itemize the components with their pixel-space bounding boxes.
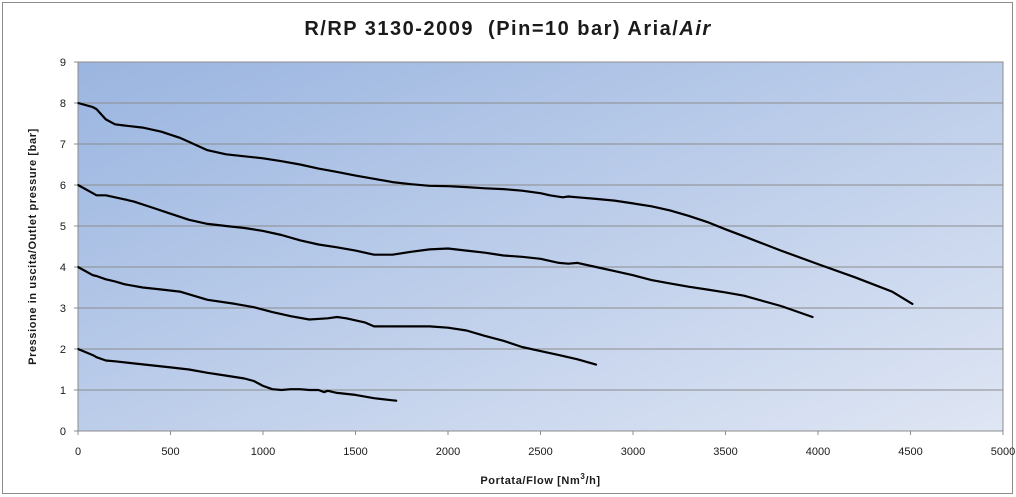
y-tick-label: 8 xyxy=(60,98,66,110)
x-axis-title: Portata/Flow [Nm3/h] xyxy=(480,472,600,487)
series-line-4 xyxy=(76,347,398,402)
y-tick-label: 5 xyxy=(60,221,66,233)
plot-area xyxy=(77,61,1004,432)
y-tick-label: 4 xyxy=(60,262,66,274)
x-tick-label: 500 xyxy=(161,446,179,458)
series-line-1 xyxy=(76,101,914,305)
x-tick-label: 1000 xyxy=(251,446,275,458)
chart-title-main: R/RP 3130-2009 (Pin=10 bar) Aria/ xyxy=(304,18,680,40)
y-axis-title: Pressione in uscita/Outlet pressure [bar… xyxy=(27,128,39,365)
y-tick-label: 3 xyxy=(60,303,66,315)
x-tick-label: 3000 xyxy=(621,446,645,458)
chart-title: R/RP 3130-2009 (Pin=10 bar) Aria/Air xyxy=(0,18,1016,41)
x-axis-title-suffix: /h] xyxy=(585,475,600,487)
x-tick-label: 2500 xyxy=(528,446,552,458)
gridlines xyxy=(78,102,1003,391)
x-tick-label: 0 xyxy=(75,446,81,458)
x-axis-ticks: 0 500 1000 1500 2000 2500 3000 3500 4000 4500 5000 xyxy=(75,431,1015,458)
series-group xyxy=(76,101,914,402)
y-tick-label: 0 xyxy=(60,426,66,438)
y-tick-label: 9 xyxy=(60,57,66,69)
x-axis-title-prefix: Portata/Flow [Nm xyxy=(480,475,580,487)
x-tick-label: 2000 xyxy=(436,446,460,458)
y-tick-label: 2 xyxy=(60,344,66,356)
x-axis-title-superscript: 3 xyxy=(580,472,585,481)
chart-title-italic: Air xyxy=(679,18,712,40)
x-tick-label: 4500 xyxy=(898,446,922,458)
x-tick-label: 3500 xyxy=(713,446,737,458)
x-tick-label: 5000 xyxy=(991,446,1015,458)
y-tick-label: 6 xyxy=(60,180,66,192)
series-line-3 xyxy=(76,265,598,366)
y-tick-label: 7 xyxy=(60,139,66,151)
series-line-2 xyxy=(76,183,814,319)
y-tick-label: 1 xyxy=(60,385,66,397)
y-axis-ticks: 0 1 2 3 4 5 6 7 8 9 xyxy=(60,57,78,438)
x-tick-label: 1500 xyxy=(343,446,367,458)
x-tick-label: 4000 xyxy=(806,446,830,458)
